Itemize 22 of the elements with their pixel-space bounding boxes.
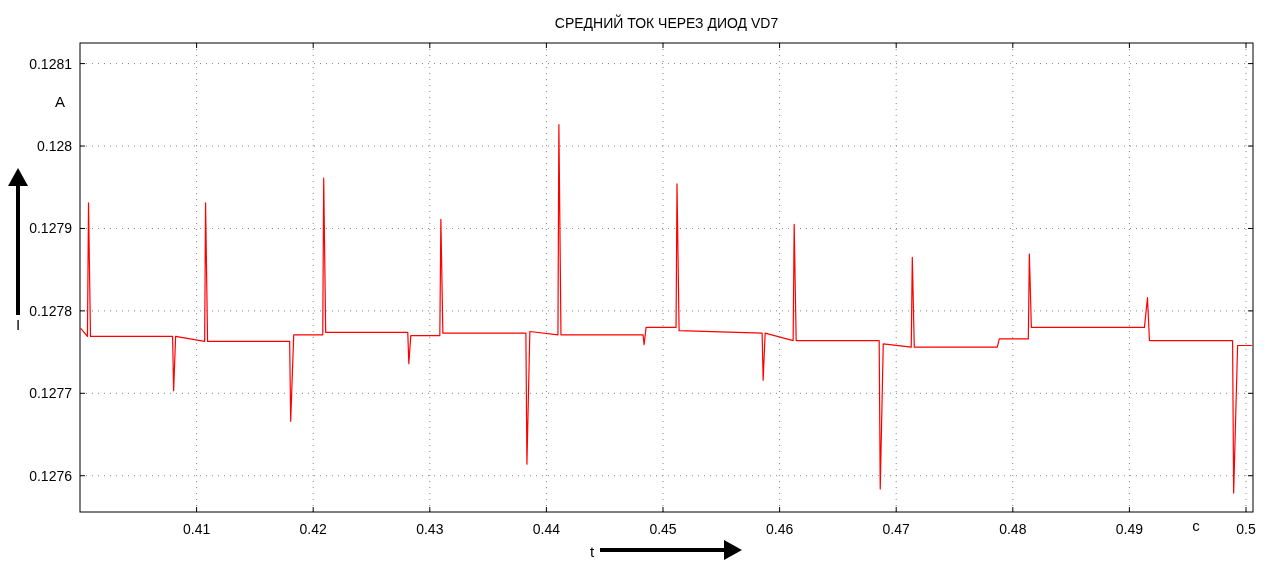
- y-tick-label: 0.1278: [29, 302, 73, 319]
- text: A: [54, 93, 66, 110]
- y-tick-label: 0.1281: [29, 55, 73, 72]
- y-tick-label: 0.128: [36, 138, 73, 155]
- text: c: [1192, 517, 1201, 534]
- x-tick-label: 0.5: [1236, 521, 1256, 537]
- x-axis-title: t: [589, 543, 595, 560]
- chart-title: СРЕДНИЙ ТОК ЧЕРЕЗ ДИОД VD7: [554, 14, 779, 31]
- x-tick-label: 0.46: [765, 521, 794, 537]
- x-tick-label: 0.48: [999, 521, 1027, 537]
- y-axis-title: I: [15, 316, 21, 333]
- x-tick-label: 0.43: [416, 521, 444, 537]
- y-tick-label: 0.1279: [29, 220, 73, 237]
- x-tick-label: 0.45: [649, 521, 677, 537]
- y-tick-label: 0.1277: [29, 385, 73, 402]
- x-tick-label: 0.41: [182, 521, 211, 537]
- x-tick-label: 0.49: [1115, 521, 1144, 537]
- x-tick-label: 0.42: [299, 521, 328, 537]
- x-tick-label: 0.44: [532, 521, 561, 537]
- line-series: [79, 124, 1253, 494]
- y-tick-label: 0.1276: [29, 467, 73, 484]
- x-tick-label: 0.47: [882, 521, 911, 537]
